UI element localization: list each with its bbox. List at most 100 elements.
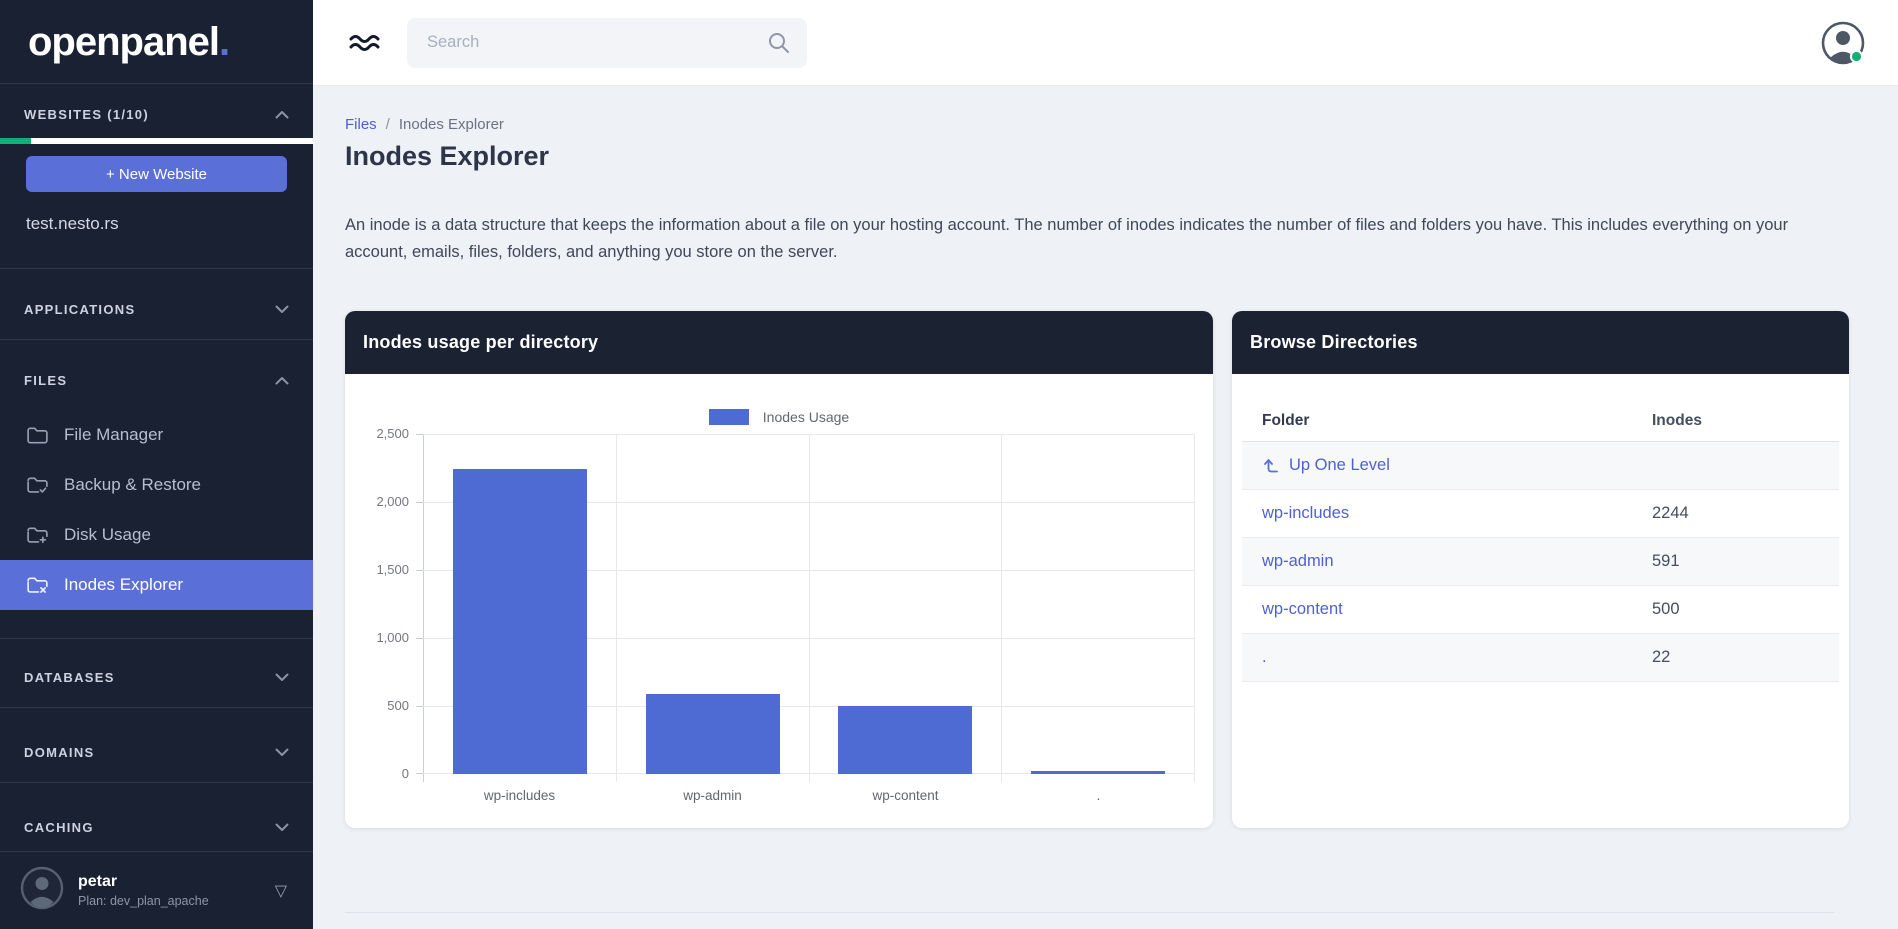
y-axis-label: 2,500 xyxy=(376,426,409,441)
folder-check-icon xyxy=(26,475,49,495)
user-footer[interactable]: petar Plan: dev_plan_apache ▽ xyxy=(0,852,313,929)
gridline xyxy=(423,570,1195,571)
new-website-button[interactable]: + New Website xyxy=(26,156,287,192)
y-axis-tick xyxy=(416,638,423,639)
chevron-up-icon xyxy=(275,110,289,119)
table-row: wp-admin 591 xyxy=(1242,538,1839,586)
logo-dot: . xyxy=(219,19,230,64)
sidebar-item-label: Inodes Explorer xyxy=(64,575,184,594)
databases-label: DATABASES xyxy=(24,669,115,685)
table-row: wp-content 500 xyxy=(1242,586,1839,634)
folder-link[interactable]: wp-admin xyxy=(1262,552,1334,570)
folder-link[interactable]: wp-includes xyxy=(1262,504,1350,522)
sidebar-section-databases[interactable]: DATABASES xyxy=(0,659,313,695)
inodes-value: 2244 xyxy=(1652,504,1689,522)
caching-label: CACHING xyxy=(24,819,94,835)
sidebar-section-caching[interactable]: CACHING xyxy=(0,809,313,845)
profile-avatar[interactable] xyxy=(1820,20,1866,66)
y-axis-tick xyxy=(416,706,423,707)
avatar xyxy=(20,866,64,915)
sidebar-item-label: Backup & Restore xyxy=(64,475,202,494)
websites-progress xyxy=(0,138,313,144)
bottom-divider xyxy=(345,912,1834,913)
page-title: Inodes Explorer xyxy=(345,141,550,171)
dir-table-rows: Up One Level wp-includes 2244 wp-admin 591 wp… xyxy=(1242,442,1839,682)
inodes-chart: Inodes Usage 0 500 1,000 1,500 2,000 2,500 wp… xyxy=(345,408,1213,862)
inodes-value: 500 xyxy=(1652,600,1680,618)
chart-card-title: Inodes usage per directory xyxy=(363,332,599,352)
inodes-value: 22 xyxy=(1652,648,1671,666)
gridline xyxy=(423,434,1195,435)
x-axis-label: wp-includes xyxy=(483,788,556,803)
chart-legend: Inodes Usage xyxy=(361,408,1197,426)
domains-section: DOMAINS xyxy=(0,708,313,783)
y-axis-label: 1,500 xyxy=(376,562,409,577)
folder-icon xyxy=(26,425,49,445)
browse-card-header: Browse Directories xyxy=(1232,311,1849,374)
websites-progress-fill xyxy=(0,138,32,144)
files-list: File Manager Backup & Restore Disk Usage… xyxy=(0,410,313,610)
chart-xlabels: wp-includes wp-admin wp-content. xyxy=(423,788,1195,803)
chart-column xyxy=(1002,434,1195,782)
sidebar-item-disk-usage[interactable]: Disk Usage xyxy=(0,510,313,560)
sidebar-item-label: File Manager xyxy=(64,425,164,444)
sidebar-item-backup-restore[interactable]: Backup & Restore xyxy=(0,460,313,510)
up-one-level-link[interactable]: Up One Level xyxy=(1262,456,1390,475)
inodes-value: 591 xyxy=(1652,552,1680,570)
menu-wave-icon[interactable] xyxy=(345,28,385,58)
breadcrumb-files-link[interactable]: Files xyxy=(345,116,377,133)
domains-label: DOMAINS xyxy=(24,744,95,760)
y-axis-label: 2,000 xyxy=(376,494,409,509)
sidebar-item-site[interactable]: test.nesto.rs xyxy=(26,214,119,233)
sidebar-section-domains[interactable]: DOMAINS xyxy=(0,734,313,770)
y-axis-tick xyxy=(416,570,423,571)
folder-link[interactable]: . xyxy=(1262,648,1267,666)
breadcrumb: Files / Inodes Explorer xyxy=(345,116,1850,133)
sidebar-section-applications[interactable]: APPLICATIONS xyxy=(0,291,313,327)
sidebar: openpanel. WEBSITES (1/10) + New Website… xyxy=(0,0,313,929)
browse-directories-card: Browse Directories Folder Inodes Up One … xyxy=(1232,311,1849,828)
search-icon[interactable] xyxy=(767,31,791,60)
chevron-down-icon xyxy=(275,823,289,832)
user-plan: Plan: dev_plan_apache xyxy=(78,894,209,908)
folder-link[interactable]: wp-content xyxy=(1262,600,1343,618)
chevron-up-icon xyxy=(275,376,289,385)
table-row: . 22 xyxy=(1242,634,1839,682)
y-axis-label: 0 xyxy=(401,766,409,781)
column-header-folder: Folder xyxy=(1262,411,1310,429)
caching-section: CACHING xyxy=(0,783,313,852)
sidebar-item-inodes-explorer[interactable]: Inodes Explorer xyxy=(0,560,313,610)
breadcrumb-current: Inodes Explorer xyxy=(398,116,504,133)
chart-bar-. xyxy=(1031,771,1166,774)
folder-plus-icon xyxy=(26,525,49,545)
logo: openpanel. xyxy=(0,0,313,84)
chart-card-header: Inodes usage per directory xyxy=(345,311,1213,374)
table-row: wp-includes 2244 xyxy=(1242,490,1839,538)
y-axis-tick xyxy=(416,502,423,503)
breadcrumb-separator: / xyxy=(385,116,390,133)
cards-row: Inodes usage per directory Inodes Usage … xyxy=(345,311,1850,828)
search-box xyxy=(407,17,807,68)
chart-bar-wp-includes xyxy=(452,468,587,774)
directories-table: Folder Inodes Up One Level wp-includes 224… xyxy=(1242,400,1839,682)
user-name: petar xyxy=(78,873,118,890)
sidebar-item-file-manager[interactable]: File Manager xyxy=(0,410,313,460)
y-axis-tick xyxy=(416,773,423,774)
y-axis-label: 1,000 xyxy=(376,630,409,645)
chevron-down-icon xyxy=(275,748,289,757)
applications-section: APPLICATIONS xyxy=(0,269,313,340)
search-input[interactable] xyxy=(407,17,807,68)
table-row-up-one-level: Up One Level xyxy=(1242,442,1839,490)
y-axis-tick xyxy=(416,434,423,435)
inodes-usage-card: Inodes usage per directory Inodes Usage … xyxy=(345,311,1213,828)
x-axis-label: wp-admin xyxy=(683,788,742,803)
gridline xyxy=(423,638,1195,639)
x-axis-label: wp-content xyxy=(872,788,939,803)
sidebar-section-files[interactable]: FILES xyxy=(0,362,313,398)
websites-label: WEBSITES (1/10) xyxy=(24,106,149,122)
sidebar-section-websites[interactable]: WEBSITES (1/10) xyxy=(0,92,313,136)
topbar xyxy=(313,0,1898,86)
chevron-down-outline-icon[interactable]: ▽ xyxy=(274,882,287,900)
databases-section: DATABASES xyxy=(0,639,313,708)
chart-column xyxy=(423,434,617,782)
